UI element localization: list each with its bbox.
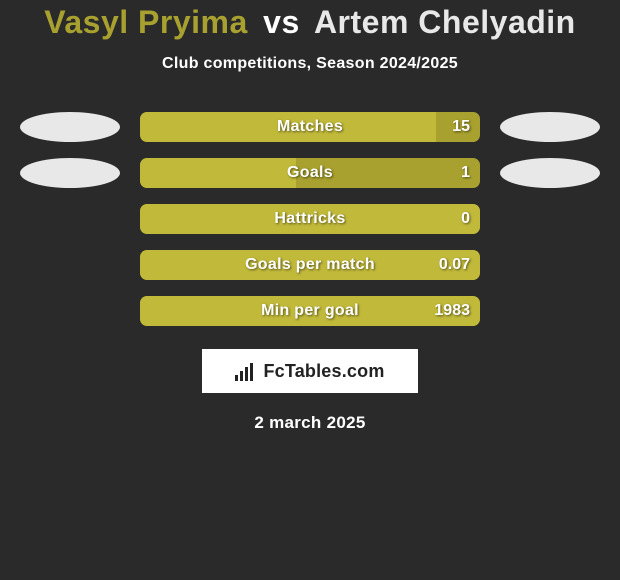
stat-row: Goals 1 [0, 157, 620, 189]
stat-bar: Goals 1 [140, 158, 480, 188]
player2-ellipse-icon [500, 158, 600, 188]
date-label: 2 march 2025 [0, 413, 620, 433]
stat-bar: Hattricks 0 [140, 204, 480, 234]
player1-name: Vasyl Pryima [44, 4, 247, 40]
stat-rows: Matches 15 Goals 1 Hattricks 0 Goals per match… [0, 111, 620, 327]
stat-value: 0 [461, 210, 470, 228]
stat-label: Matches [277, 118, 343, 136]
stat-label: Min per goal [261, 302, 359, 320]
stat-bar-fill [140, 158, 296, 188]
stat-value: 0.07 [439, 256, 470, 274]
page-title: Vasyl Pryima vs Artem Chelyadin [0, 4, 620, 41]
player1-ellipse-icon [20, 158, 120, 188]
brand-chart-icon [235, 361, 257, 381]
player2-name: Artem Chelyadin [314, 4, 576, 40]
brand-badge: FcTables.com [202, 349, 418, 393]
subtitle: Club competitions, Season 2024/2025 [0, 55, 620, 73]
stat-row: Goals per match 0.07 [0, 249, 620, 281]
player2-ellipse-icon [500, 112, 600, 142]
stat-value: 15 [452, 118, 470, 136]
comparison-container: Vasyl Pryima vs Artem Chelyadin Club com… [0, 0, 620, 433]
stat-bar: Min per goal 1983 [140, 296, 480, 326]
stat-value: 1 [461, 164, 470, 182]
title-vs: vs [263, 4, 300, 40]
brand-text: FcTables.com [263, 361, 384, 382]
stat-row: Hattricks 0 [0, 203, 620, 235]
stat-label: Goals per match [245, 256, 375, 274]
stat-bar: Goals per match 0.07 [140, 250, 480, 280]
player1-ellipse-icon [20, 112, 120, 142]
stat-value: 1983 [434, 302, 470, 320]
stat-label: Goals [287, 164, 333, 182]
stat-bar: Matches 15 [140, 112, 480, 142]
stat-row: Matches 15 [0, 111, 620, 143]
stat-label: Hattricks [274, 210, 345, 228]
stat-row: Min per goal 1983 [0, 295, 620, 327]
